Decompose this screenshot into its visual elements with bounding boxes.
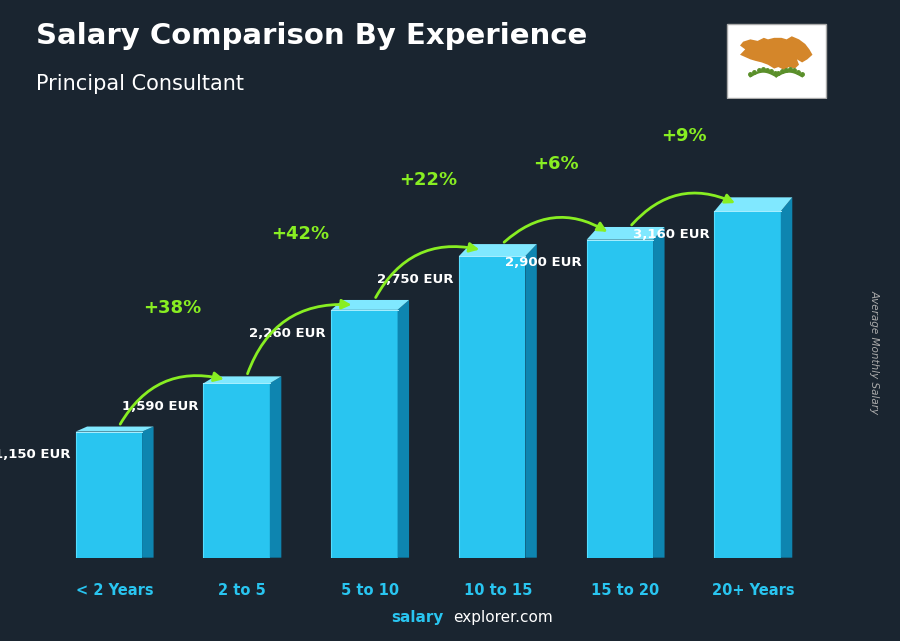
Text: +42%: +42% [272, 225, 329, 243]
Polygon shape [331, 300, 410, 310]
Text: +38%: +38% [144, 299, 202, 317]
Text: Salary Comparison By Experience: Salary Comparison By Experience [36, 22, 587, 51]
FancyBboxPatch shape [726, 24, 826, 98]
Polygon shape [76, 431, 142, 558]
Polygon shape [398, 300, 410, 558]
Text: 5 to 10: 5 to 10 [341, 583, 400, 597]
Text: +9%: +9% [661, 126, 707, 144]
Text: salary: salary [392, 610, 444, 625]
Polygon shape [781, 197, 792, 558]
Polygon shape [740, 37, 813, 70]
Polygon shape [142, 426, 154, 558]
Text: 3,160 EUR: 3,160 EUR [633, 228, 709, 241]
Polygon shape [203, 376, 282, 383]
Text: 2 to 5: 2 to 5 [219, 583, 266, 597]
Polygon shape [653, 227, 664, 558]
Text: 1,150 EUR: 1,150 EUR [0, 448, 70, 462]
Text: Average Monthly Salary: Average Monthly Salary [869, 290, 880, 415]
Text: 1,590 EUR: 1,590 EUR [122, 400, 198, 413]
Text: explorer.com: explorer.com [453, 610, 553, 625]
Text: 20+ Years: 20+ Years [712, 583, 795, 597]
Polygon shape [459, 256, 526, 558]
Polygon shape [76, 426, 154, 431]
Polygon shape [587, 240, 653, 558]
Polygon shape [587, 227, 664, 240]
Text: < 2 Years: < 2 Years [76, 583, 153, 597]
Polygon shape [331, 310, 398, 558]
Text: 2,900 EUR: 2,900 EUR [505, 256, 581, 269]
Polygon shape [270, 376, 282, 558]
Polygon shape [526, 244, 536, 558]
Text: Principal Consultant: Principal Consultant [36, 74, 244, 94]
Text: +22%: +22% [400, 172, 457, 190]
Text: 10 to 15: 10 to 15 [464, 583, 532, 597]
Polygon shape [203, 383, 270, 558]
Polygon shape [459, 244, 536, 256]
Polygon shape [715, 211, 781, 558]
Text: 2,260 EUR: 2,260 EUR [249, 326, 326, 340]
Text: 15 to 20: 15 to 20 [591, 583, 660, 597]
Text: 2,750 EUR: 2,750 EUR [377, 273, 454, 286]
Text: +6%: +6% [533, 155, 579, 173]
Polygon shape [715, 197, 792, 211]
